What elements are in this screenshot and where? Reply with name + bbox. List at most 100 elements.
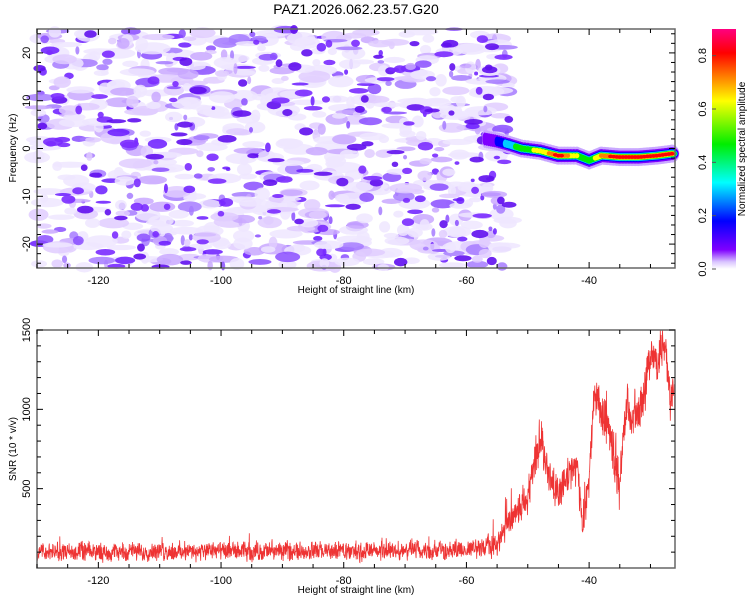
noise-blob [440,42,452,48]
noise-blob [431,153,439,158]
noise-blob [126,95,139,108]
noise-blob [425,76,437,82]
noise-blob [438,193,460,199]
noise-blob [61,195,76,204]
noise-blob [119,139,139,149]
noise-blob [403,154,408,160]
noise-blob [475,86,483,95]
noise-blob [52,161,88,168]
noise-blob [346,96,355,109]
noise-blob [346,120,351,129]
spectrogram-y-label: Frequency (Hz) [8,114,19,183]
noise-blob [363,175,383,181]
noise-blob [325,39,333,48]
noise-blob [403,121,415,126]
noise-blob [91,94,108,99]
noise-blob [422,34,435,43]
noise-blob [210,212,239,222]
noise-blob [346,143,367,151]
noise-blob [207,260,213,271]
noise-blob [496,262,508,271]
noise-blob [178,253,201,261]
noise-blob [310,96,315,106]
noise-blob [435,73,447,87]
noise-blob [316,42,327,52]
noise-blob [147,139,168,149]
noise-blob [317,123,326,135]
y-tick-label: 20 [21,47,33,59]
noise-blob [176,138,193,146]
noise-blob [444,242,457,254]
noise-blob [139,130,151,137]
snr-y-ticks: 500 1000 1500 [21,318,675,553]
y-tick-label: -20 [21,236,33,252]
noise-blob [214,70,230,77]
noise-blob [275,251,301,263]
noise-blob [478,237,490,248]
noise-blob [298,70,331,83]
noise-blob [108,37,117,45]
noise-blob [399,130,416,138]
noise-blob [378,206,383,216]
noise-blob [145,153,164,160]
colorbar-gradient [712,29,736,269]
noise-blob [431,207,440,213]
noise-blob [335,46,363,51]
noise-blob [217,135,237,143]
noise-blob [124,108,158,116]
noise-blob [272,194,284,199]
noise-blob [431,168,439,175]
noise-blob [107,128,130,137]
figure-title: PAZ1.2026.062.23.57.G20 [273,1,439,17]
noise-blob [86,151,93,161]
noise-blob [72,236,84,246]
noise-blob [141,33,175,41]
noise-blob [268,236,278,249]
noise-blob [474,71,479,76]
noise-blob [415,60,432,68]
noise-blob [114,256,136,265]
noise-blob [37,122,48,130]
noise-blob [260,246,276,253]
noise-blob [133,253,146,260]
noise-blob [115,210,131,217]
noise-blob [351,39,360,47]
noise-blob [378,247,403,258]
noise-blob [334,257,360,267]
noise-blob [241,98,248,106]
noise-blob [415,130,427,141]
noise-blob [212,239,232,250]
noise-blob [168,209,190,219]
spectrogram-y-ticks: -20 -10 0 10 20 [21,33,675,264]
noise-blob [373,54,384,59]
noise-blob [482,93,495,101]
noise-blob [313,240,344,250]
noise-blob [61,255,68,264]
noise-blob [183,239,191,247]
noise-blob [269,66,295,75]
noise-blob [336,177,349,187]
noise-blob [47,214,75,220]
noise-blob [291,82,309,86]
snr-frame [36,329,676,569]
noise-blob [193,173,203,179]
noise-blob [332,113,347,119]
noise-blob [316,248,326,257]
noise-blob [430,156,453,163]
noise-blob [327,48,337,56]
noise-blob [135,37,149,51]
noise-blob [40,193,49,203]
noise-blob [50,41,83,48]
noise-blob [356,213,373,224]
noise-blob [419,219,430,230]
noise-blob [232,110,252,117]
noise-blob [419,157,432,165]
noise-blob [493,155,501,160]
noise-blob [93,121,104,133]
noise-blob [442,120,447,130]
noise-blob [417,141,434,151]
noise-blob [449,202,472,209]
signal-segment [559,153,565,158]
noise-blob [242,141,265,148]
